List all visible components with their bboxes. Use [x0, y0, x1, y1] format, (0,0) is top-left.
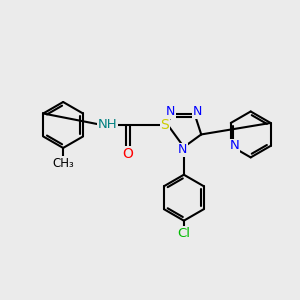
Text: O: O — [122, 147, 134, 161]
Text: S: S — [160, 118, 169, 132]
Text: N: N — [192, 105, 202, 118]
Text: N: N — [230, 140, 240, 152]
Text: NH: NH — [98, 118, 117, 131]
Text: N: N — [166, 105, 176, 118]
Text: N: N — [178, 143, 187, 157]
Text: Cl: Cl — [177, 227, 190, 240]
Text: CH₃: CH₃ — [52, 157, 74, 170]
